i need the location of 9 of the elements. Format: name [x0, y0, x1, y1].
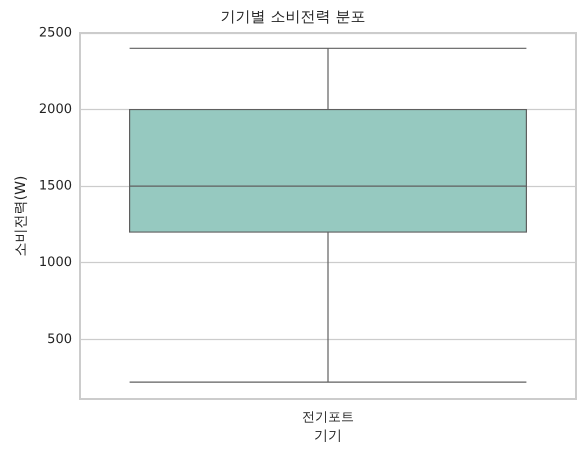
x-tick-label: 전기포트: [302, 410, 354, 425]
y-tick-label: 2000: [38, 102, 72, 118]
y-tick-label: 2500: [38, 26, 72, 40]
y-axis-title: 소비전력(W): [13, 176, 29, 256]
y-tick-label: 1000: [38, 255, 72, 270]
x-axis-title: 기기: [314, 428, 342, 444]
chart-title: 기기별 소비전력 분포: [220, 8, 366, 26]
y-tick-label: 1500: [38, 178, 72, 194]
y-tick-label: 500: [47, 332, 72, 347]
